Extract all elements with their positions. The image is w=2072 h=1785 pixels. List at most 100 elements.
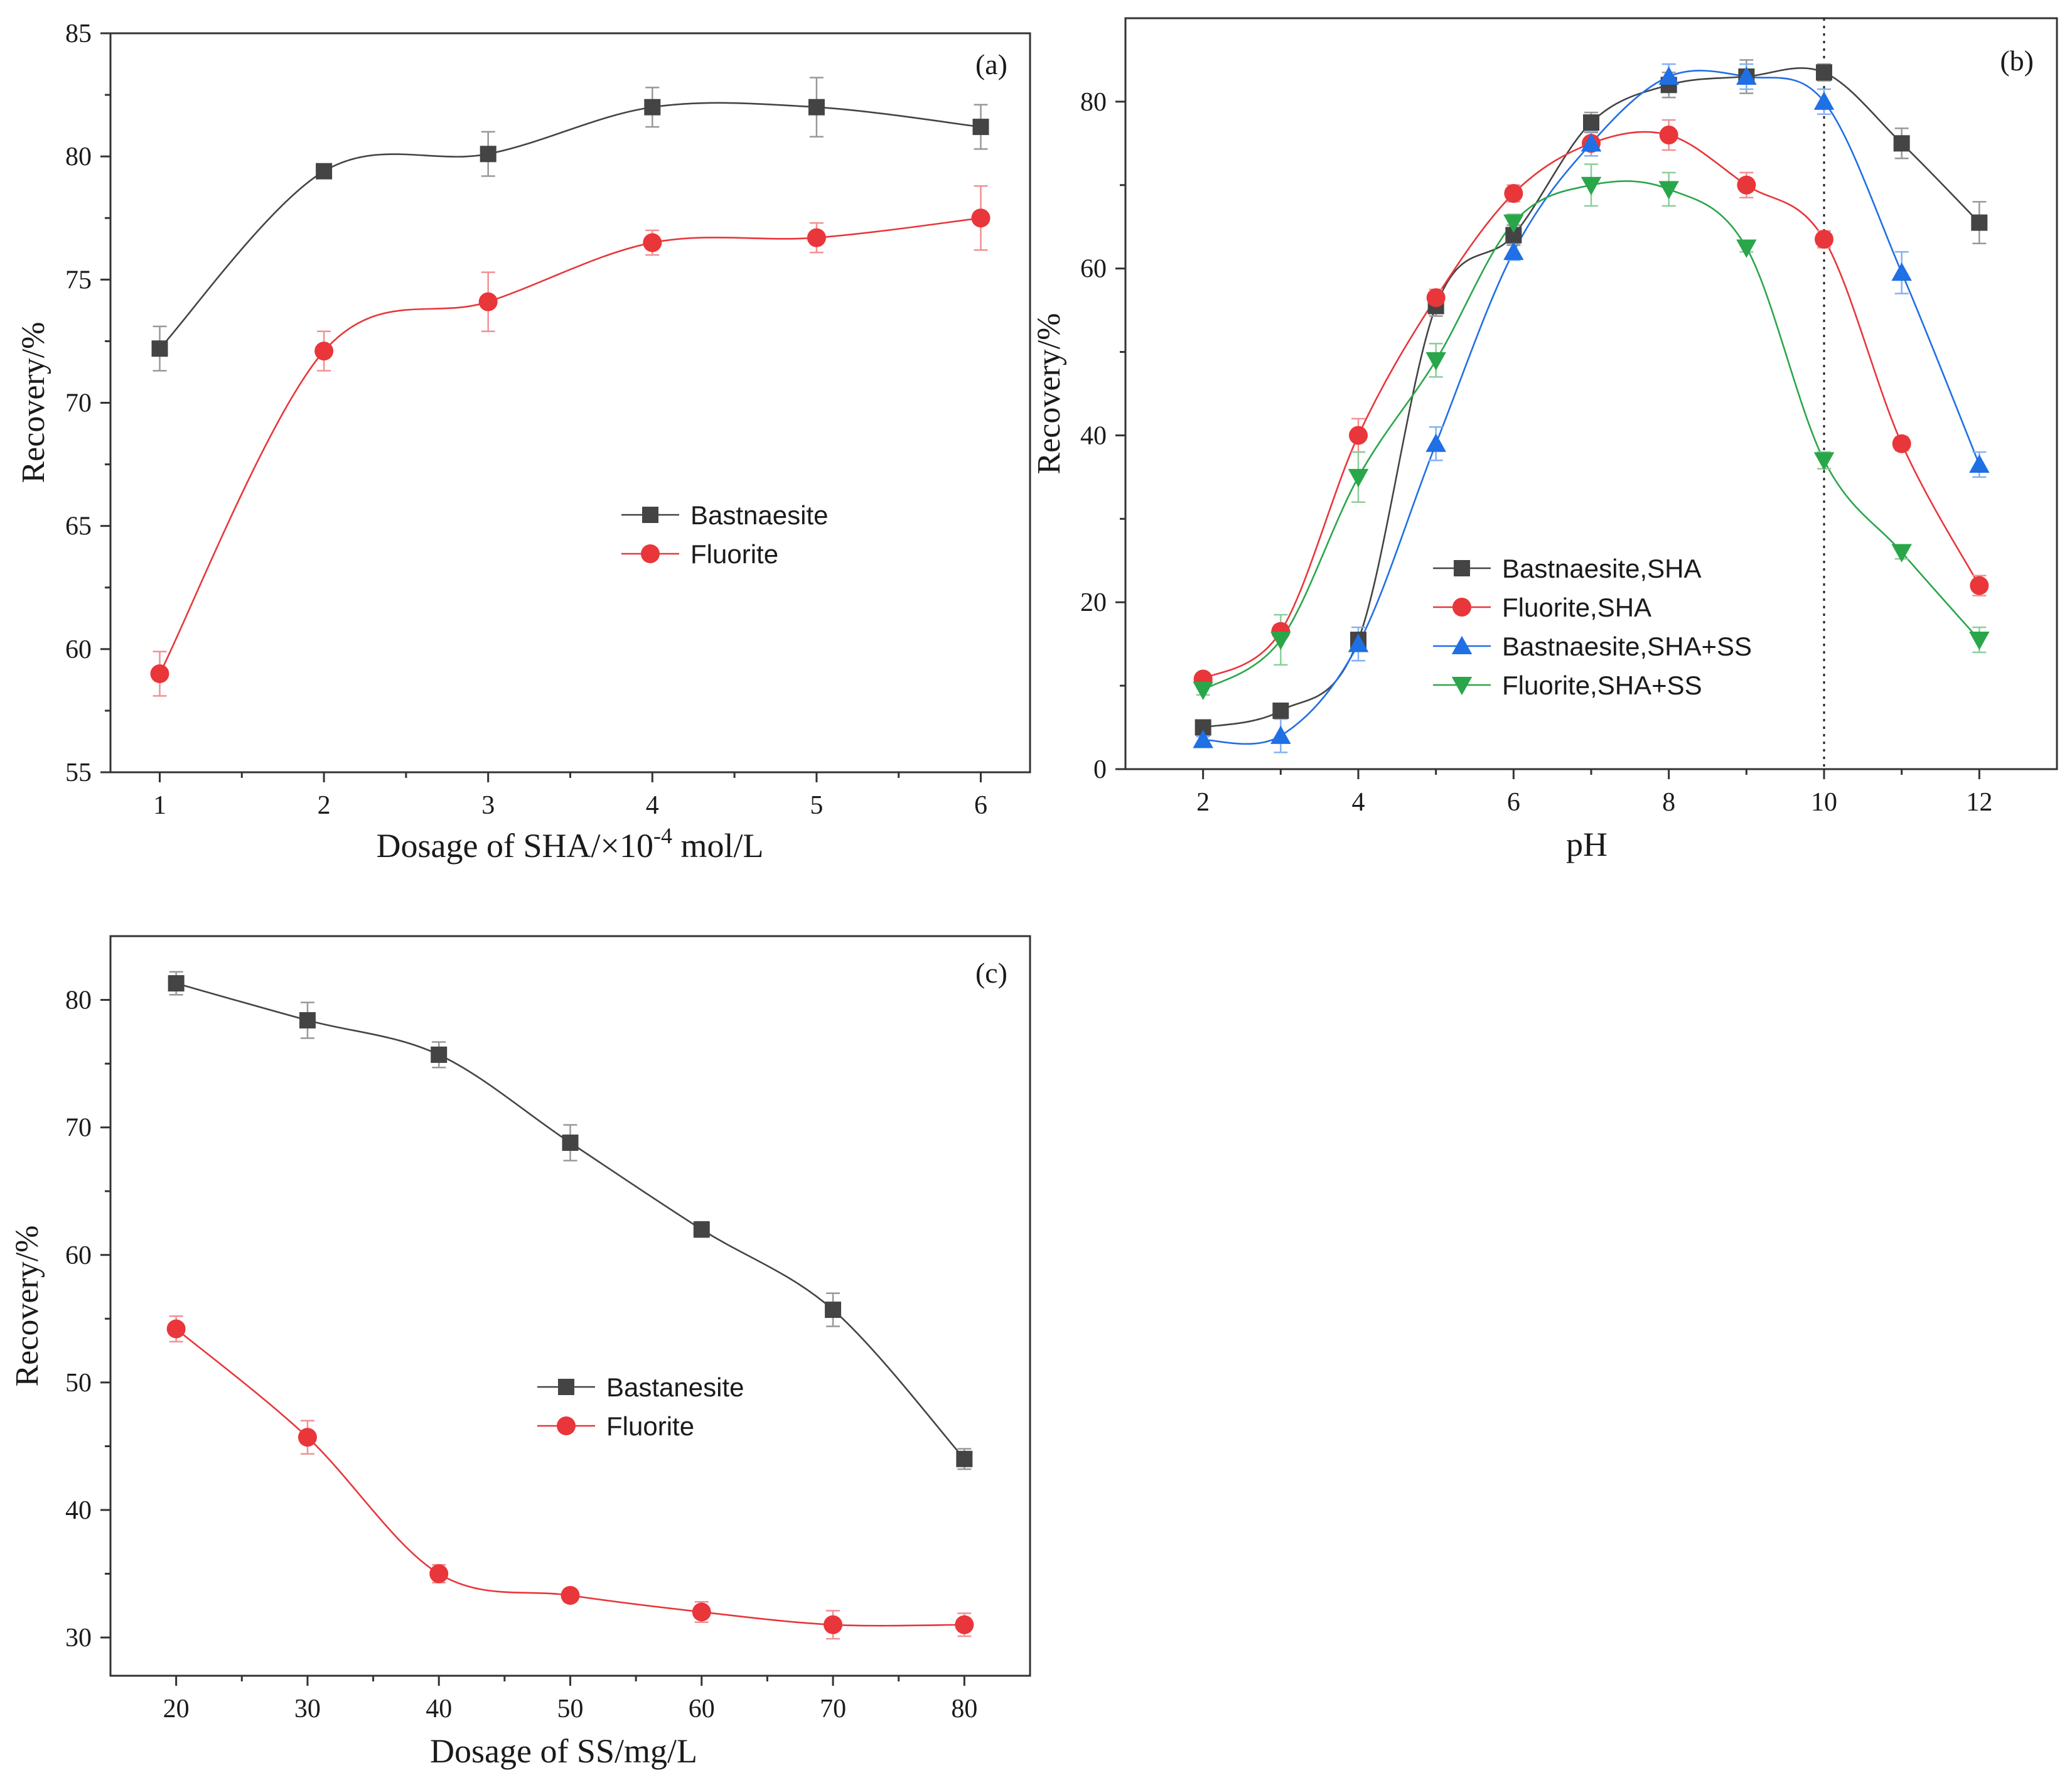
panel-b-point-fluorite-sha <box>1349 426 1368 445</box>
panel-b-point-bastnaesite-sha-ss <box>1348 634 1369 652</box>
panel-c-legend-marker-bastanesite <box>558 1379 574 1395</box>
panel-c-y-tick-label: 60 <box>65 1241 92 1270</box>
panel-b-point-bastnaesite-sha <box>1971 214 1988 231</box>
panel-b-point-bastnaesite-sha-ss <box>1503 241 1524 261</box>
panel-b-point-bastnaesite-sha <box>1816 64 1832 81</box>
panel-a-y-tick-label: 55 <box>65 758 92 787</box>
panel-c-x-axis-label: Dosage of SS/mg/L <box>430 1732 697 1770</box>
panel-a-x-tick-label: 5 <box>810 791 823 820</box>
panel-c-x-tick-label: 70 <box>820 1695 846 1723</box>
panel-c-x-tick-label: 20 <box>163 1695 190 1723</box>
panel-b-x-tick-label: 12 <box>1966 788 1992 817</box>
panel-b-point-bastnaesite-sha <box>1272 702 1289 719</box>
panel-b-x-axis-label: pH <box>1566 826 1608 863</box>
panel-b-y-tick-label: 60 <box>1080 255 1107 284</box>
panel-a-point-fluorite <box>971 208 990 228</box>
panel-b-x-tick-label: 10 <box>1811 788 1837 817</box>
panel-b-point-bastnaesite-sha-ss <box>1969 454 1990 473</box>
panel-a-legend-label-fluorite: Fluorite <box>690 539 778 569</box>
panel-c-y-axis-label: Recovery/% <box>9 1225 45 1386</box>
panel-b-point-fluorite-sha <box>1970 576 1989 595</box>
panel-c-x-tick-label: 60 <box>689 1695 715 1723</box>
panel-b-legend-marker-bastnaesite-sha-ss <box>1451 635 1473 654</box>
panel-a-x-tick-label: 6 <box>974 791 987 820</box>
panel-a-y-tick-label: 65 <box>65 512 92 541</box>
panel-b-x-tick-label: 6 <box>1507 788 1520 817</box>
panel-b-point-fluorite-sha-ss <box>1969 632 1990 650</box>
panel-b-point-bastnaesite-sha <box>1583 114 1599 131</box>
panel-a-legend-label-bastnaesite: Bastnaesite <box>690 500 828 530</box>
panel-c-y-tick-label: 40 <box>65 1496 92 1525</box>
panel-c-point-fluorite <box>692 1602 711 1622</box>
panel-b-point-fluorite-sha-ss <box>1503 214 1524 233</box>
panel-c-point-bastanesite <box>168 975 185 992</box>
panel-a-x-axis-label: Dosage of SHA/×10-4 mol/L <box>377 823 764 865</box>
panel-c-point-bastanesite <box>693 1221 710 1238</box>
panel-c-point-bastanesite <box>825 1302 842 1319</box>
panel-a-legend-marker-fluorite <box>641 544 660 563</box>
panel-c-point-bastanesite <box>956 1450 973 1467</box>
panel-b-legend-label-bastnaesite-sha-ss: Bastnaesite,SHA+SS <box>1502 632 1752 661</box>
panel-a-point-bastnaesite <box>480 146 497 163</box>
panel-a-point-fluorite <box>643 233 662 252</box>
panel-a-point-fluorite <box>807 228 826 247</box>
panel-b-point-fluorite-sha-ss <box>1813 452 1835 471</box>
panel-a-legend-marker-bastnaesite <box>642 507 658 523</box>
panel-b-point-fluorite-sha-ss <box>1736 239 1757 258</box>
panel-b-point-bastnaesite-sha-ss <box>1425 433 1446 452</box>
panel-c-point-fluorite <box>824 1615 843 1634</box>
panel-b-point-fluorite-sha-ss <box>1348 468 1369 488</box>
panel-b-legend-label-fluorite-sha-ss: Fluorite,SHA+SS <box>1502 671 1702 700</box>
panel-c-point-fluorite <box>561 1586 580 1605</box>
panel-b-y-tick-label: 40 <box>1080 421 1107 450</box>
panel-b-legend-label-bastnaesite-sha: Bastnaesite,SHA <box>1502 554 1702 583</box>
panel-a-point-bastnaesite <box>151 340 168 357</box>
panel-c-point-bastanesite <box>562 1135 579 1151</box>
panel-b-point-fluorite-sha-ss <box>1581 176 1602 196</box>
panel-c: 20 30 40 50 60 70 80 30 40 50 60 70 80 (c) Dosage of… <box>9 935 1031 1770</box>
panel-b-point-fluorite-sha <box>1426 288 1446 308</box>
panel-c-x-tick-label: 80 <box>951 1695 977 1723</box>
panel-b-point-bastnaesite-sha-ss <box>1581 133 1602 152</box>
panel-b-point-fluorite-sha <box>1659 126 1678 145</box>
panel-a-point-fluorite <box>150 664 169 684</box>
panel-a-point-bastnaesite <box>972 119 989 136</box>
panel-b-legend-label-fluorite-sha: Fluorite,SHA <box>1502 593 1651 622</box>
panel-b-x-tick-label: 4 <box>1352 788 1365 817</box>
panel-c-point-fluorite <box>166 1319 186 1339</box>
panel-b-point-fluorite-sha-ss <box>1270 632 1291 650</box>
panel-c-x-tick-label: 50 <box>557 1695 584 1723</box>
panel-c-point-bastanesite <box>299 1012 316 1029</box>
panel-b-legend-marker-bastnaesite-sha <box>1454 560 1470 576</box>
panel-a-x-axis-label-main: Dosage of SHA/×10 <box>377 827 653 865</box>
panel-b-x-tick-label: 2 <box>1196 788 1210 817</box>
panel-b-point-fluorite-sha <box>1504 184 1523 203</box>
panel-b-point-fluorite-sha-ss <box>1891 544 1912 563</box>
panel-c-x-tick-label: 40 <box>426 1695 452 1723</box>
panel-a-curve-bastnaesite <box>159 102 981 350</box>
panel-a-y-tick-label: 70 <box>65 389 92 418</box>
panel-a-point-bastnaesite <box>316 163 333 180</box>
panel-b-point-fluorite-sha-ss <box>1425 352 1446 371</box>
panel-b-point-fluorite-sha <box>1892 434 1911 453</box>
panel-a-x-axis-label-exponent: -4 <box>653 823 672 848</box>
panel-c-y-tick-label: 30 <box>65 1624 92 1653</box>
panel-c-y-tick-label: 50 <box>65 1369 92 1398</box>
panel-b-label: (b) <box>2000 45 2034 77</box>
panel-c-point-fluorite <box>955 1615 974 1634</box>
panel-a-y-tick-label: 60 <box>65 635 92 664</box>
panel-a-point-bastnaesite <box>644 99 661 116</box>
panel-a-y-tick-label: 75 <box>65 266 92 294</box>
panel-a-y-tick-label: 85 <box>65 19 92 48</box>
panel-a: 1 2 3 4 5 6 55 60 65 70 75 80 85 (a) Dosage of SHA/×… <box>16 19 1031 865</box>
panel-c-legend-label-bastanesite: Bastanesite <box>606 1372 744 1402</box>
panel-c-label: (c) <box>975 957 1007 989</box>
panel-c-point-bastanesite <box>431 1046 448 1063</box>
panel-b-legend-marker-fluorite-sha <box>1452 598 1471 617</box>
panel-c-legend-marker-fluorite <box>557 1416 576 1435</box>
panel-b-point-fluorite-sha-ss <box>1658 181 1679 200</box>
panel-b-point-fluorite-sha <box>1815 230 1833 249</box>
panel-a-x-tick-label: 4 <box>646 791 659 820</box>
panel-b-legend-marker-fluorite-sha-ss <box>1451 677 1473 696</box>
